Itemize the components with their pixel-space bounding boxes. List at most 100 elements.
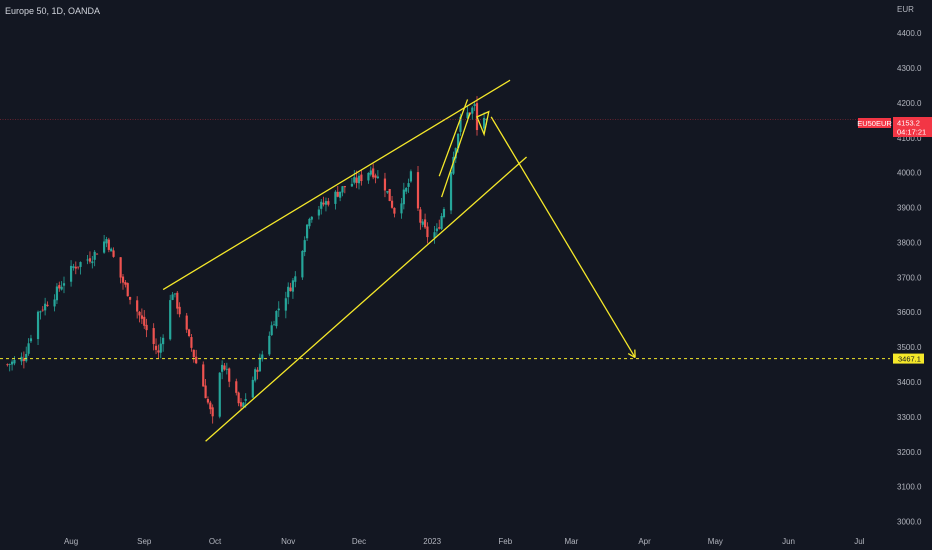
candle-body: [22, 358, 25, 361]
projection-arrowhead: [627, 352, 636, 359]
wedge-left-line[interactable]: [438, 99, 469, 177]
candle-body: [416, 172, 420, 209]
candle-body: [157, 350, 160, 353]
x-axis-labels: Aug Sep Oct Nov Dec 2023 Feb Mar Apr May Jun Jul: [64, 537, 865, 546]
candle-body: [374, 175, 377, 178]
symbol-tag-label: EU50EUR: [857, 119, 892, 128]
candle-body: [400, 203, 403, 214]
candle-body: [55, 286, 59, 301]
candle-body: [169, 300, 172, 340]
candle-body: [372, 168, 375, 178]
candle-body: [452, 156, 455, 174]
candle-body: [195, 356, 198, 364]
candle-body: [390, 200, 394, 208]
candle-body: [192, 349, 195, 358]
candle-body: [105, 239, 108, 244]
channel-upper-line[interactable]: [162, 79, 511, 291]
y-tick-label: 4300.0: [897, 64, 922, 73]
candle-body: [136, 300, 139, 312]
candle-body: [291, 280, 295, 292]
candle-body: [258, 357, 261, 372]
candle-body: [251, 379, 254, 398]
candle-body: [275, 310, 278, 327]
x-tick-label: Jun: [782, 537, 795, 546]
y-tick-label: 3900.0: [897, 204, 922, 213]
candle-body: [485, 119, 488, 121]
candle-body: [376, 176, 379, 179]
countdown-label: 04:17:21: [897, 128, 926, 137]
candle-body: [438, 227, 441, 229]
candle-body: [239, 402, 243, 407]
channel-lower-line[interactable]: [205, 156, 527, 442]
price-axis[interactable]: [890, 0, 932, 550]
pennant-triangle[interactable]: [476, 110, 490, 137]
projection-arrow[interactable]: [490, 116, 636, 358]
candle-body: [58, 285, 61, 289]
candle-body: [119, 257, 122, 278]
candle-body: [305, 224, 309, 239]
candle-body: [159, 343, 162, 353]
candle-body: [350, 183, 354, 187]
candle-body: [261, 354, 264, 360]
candle-body: [289, 287, 292, 292]
candle-body: [301, 251, 304, 278]
y-tick-label: 3800.0: [897, 238, 922, 247]
candle-body: [270, 325, 273, 336]
y-tick-label: 3500.0: [897, 343, 922, 352]
candle-body: [204, 385, 207, 399]
candle-body: [327, 201, 330, 205]
price-tag: EU50EUR 4153.2 04:17:21: [857, 117, 932, 137]
candle-body: [187, 329, 191, 337]
x-tick-label: Aug: [64, 537, 78, 546]
candle-body: [360, 174, 363, 182]
candle-body: [74, 266, 77, 269]
candle-body: [419, 209, 422, 223]
y-tick-label: 4100.0: [897, 134, 922, 143]
x-tick-label: Feb: [498, 537, 512, 546]
candle-body: [6, 364, 9, 366]
candle-body: [457, 133, 460, 149]
candle-body: [13, 359, 16, 364]
x-tick-label: Oct: [209, 537, 222, 546]
candle-body: [334, 191, 337, 204]
candle-body: [426, 226, 429, 238]
candle-body: [402, 189, 405, 205]
candle-body: [339, 191, 342, 198]
candle-body: [466, 112, 469, 119]
candle-body: [367, 172, 370, 181]
candle-body: [221, 364, 224, 372]
currency-label: EUR: [897, 5, 914, 14]
x-tick-label: Mar: [565, 537, 579, 546]
candle-body: [152, 328, 155, 345]
candle-body: [41, 309, 44, 311]
candle-body: [237, 392, 240, 404]
candle-body: [27, 343, 30, 354]
candle-body: [112, 250, 115, 257]
candle-body: [324, 201, 328, 205]
candle-body: [449, 172, 453, 211]
symbol-legend[interactable]: Europe 50, 1D, OANDA: [5, 6, 101, 16]
y-tick-label: 3200.0: [897, 448, 922, 457]
y-tick-label: 3100.0: [897, 483, 922, 492]
x-tick-label: May: [708, 537, 723, 546]
wedge-right-line[interactable]: [440, 113, 471, 198]
candle-body: [209, 402, 212, 410]
x-tick-label: Dec: [352, 537, 366, 546]
candle-body: [440, 216, 443, 229]
candle-body: [357, 175, 361, 184]
time-axis[interactable]: [0, 532, 890, 550]
candle-body: [25, 353, 28, 362]
candle-body: [268, 335, 271, 355]
candle-body: [36, 311, 40, 340]
candle-body: [69, 265, 73, 282]
candle-body: [176, 292, 179, 309]
last-price-label: 4153.2: [897, 119, 920, 128]
candle-body: [433, 232, 436, 238]
candle-body: [353, 177, 356, 183]
target-tag: 3467.1: [893, 353, 924, 364]
y-tick-label: 3700.0: [897, 273, 922, 282]
candle-body: [185, 315, 188, 330]
candle-body: [124, 282, 127, 285]
